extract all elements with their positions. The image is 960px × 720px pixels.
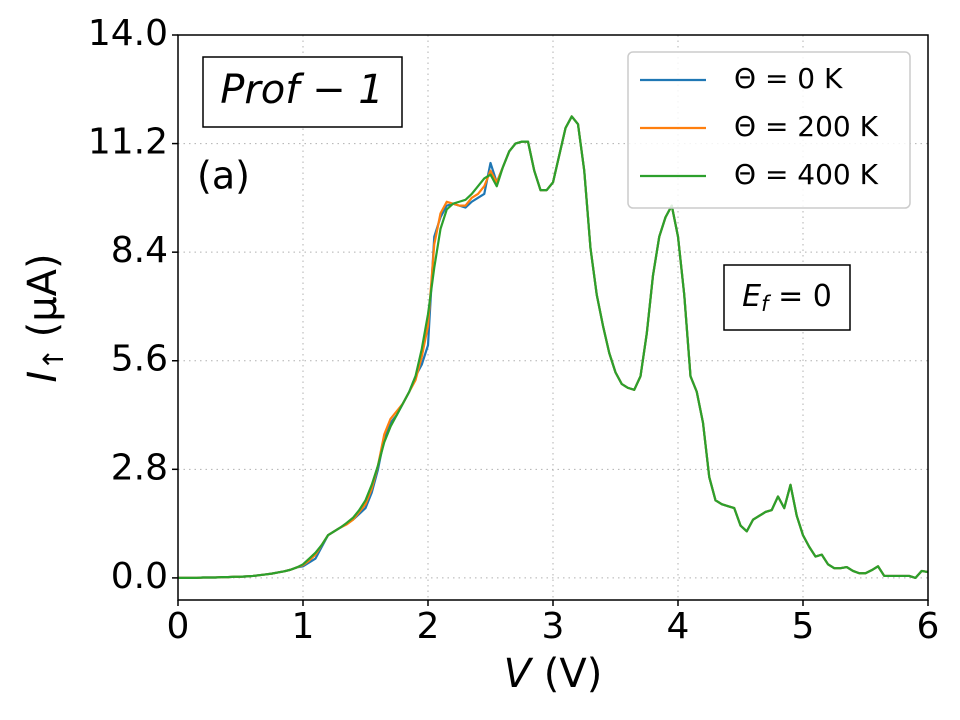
x-label-symbol: V bbox=[504, 651, 534, 697]
x-label-unit: (V) bbox=[544, 651, 603, 697]
y-axis-label: I↑ (μA) bbox=[20, 253, 70, 382]
y-tick-label: 2.8 bbox=[111, 447, 168, 488]
fermi-label: Ef = 0 bbox=[742, 279, 832, 317]
profile-label: Prof − 1 bbox=[220, 67, 384, 113]
data-line bbox=[178, 115, 929, 579]
y-tick-label: 8.4 bbox=[111, 230, 168, 271]
legend-label: Θ = 400 K bbox=[734, 158, 879, 191]
x-tick-label: 3 bbox=[542, 606, 565, 647]
axes-frame bbox=[177, 34, 929, 601]
panel-label: (a) bbox=[197, 154, 250, 198]
x-tick-label: 6 bbox=[917, 606, 940, 647]
fermi-box bbox=[723, 264, 851, 331]
x-tick-label: 2 bbox=[417, 606, 440, 647]
y-label-subscript: ↑ bbox=[37, 347, 70, 370]
y-tick-label: 0.0 bbox=[111, 556, 168, 597]
x-tick-label: 5 bbox=[792, 606, 815, 647]
y-tick-label: 14.0 bbox=[88, 13, 168, 54]
x-tick-label: 1 bbox=[292, 606, 315, 647]
fermi-symbol: E bbox=[742, 279, 761, 314]
fermi-rest: = 0 bbox=[769, 279, 832, 314]
legend-box bbox=[627, 51, 911, 209]
x-axis-label: V (V) bbox=[504, 651, 603, 697]
y-tick-label: 5.6 bbox=[111, 339, 168, 380]
y-label-unit: (μA) bbox=[20, 253, 66, 337]
legend-label: Θ = 200 K bbox=[734, 110, 879, 143]
y-tick-label: 11.2 bbox=[88, 122, 168, 163]
legend-label: Θ = 0 K bbox=[734, 62, 843, 95]
fermi-subscript: f bbox=[761, 292, 772, 316]
profile-box bbox=[202, 56, 403, 128]
y-label-symbol: I bbox=[20, 371, 66, 383]
x-tick-label: 4 bbox=[667, 606, 690, 647]
x-tick-label: 0 bbox=[167, 606, 190, 647]
